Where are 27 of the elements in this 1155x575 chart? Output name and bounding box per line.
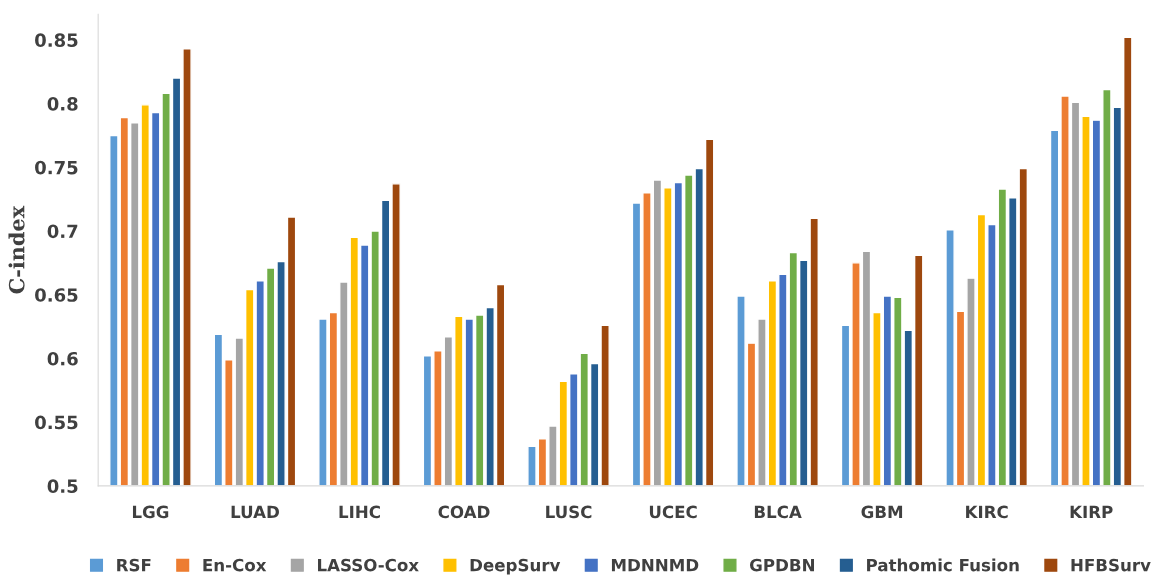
legend-label: HFBSurv	[1071, 558, 1151, 572]
x-tick-label: GBM	[861, 505, 903, 519]
y-tick-label: 0.8	[47, 97, 78, 111]
x-tick-label: LGG	[132, 505, 169, 519]
x-tick-label: UCEC	[649, 505, 697, 519]
legend-label: RSF	[117, 558, 151, 572]
y-tick-label: 0.55	[35, 415, 78, 430]
x-tick-label: LIHC	[339, 505, 380, 519]
y-tick-label: 0.5	[47, 479, 78, 493]
legend-label: LASSO-Cox	[318, 558, 419, 572]
x-tick-label: KIRC	[966, 505, 1008, 519]
y-tick-label: 0.65	[35, 288, 78, 302]
y-tick-label: 0.6	[47, 351, 78, 366]
x-tick-label: BLCA	[754, 505, 802, 519]
legend-label: MDNNMD	[611, 558, 699, 572]
y-tick-label: 0.75	[35, 160, 78, 175]
legend-label: En-Cox	[203, 558, 267, 572]
legend-label: DeepSurv	[470, 558, 561, 575]
y-tick-label: 0.7	[47, 224, 78, 239]
x-tick-label: LUAD	[231, 505, 279, 519]
x-tick-label: COAD	[438, 505, 490, 519]
y-axis-title: C-index	[8, 205, 25, 294]
legend-label: Pathomic Fusion	[867, 558, 1019, 572]
x-tick-label: LUSC	[546, 505, 592, 519]
y-tick-label: 0.85	[35, 33, 78, 47]
x-tick-label: KIRP	[1070, 505, 1113, 518]
legend-label: GPDBN	[749, 558, 815, 572]
